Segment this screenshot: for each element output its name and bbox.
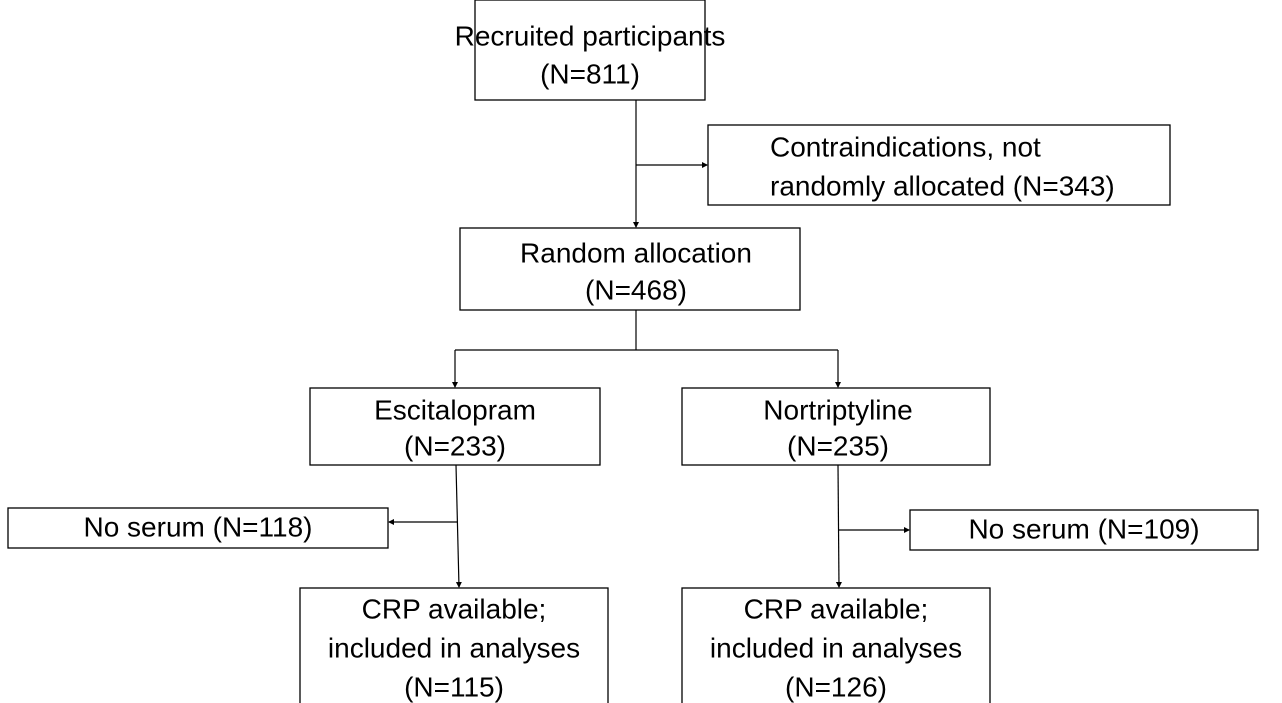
node-box: [459, 227, 801, 311]
connector: [455, 464, 462, 588]
node-text: randomly allocated (N=343): [770, 170, 1115, 201]
node-text: included in analyses: [328, 632, 580, 663]
node-text: (N=235): [787, 430, 889, 461]
node-text: (N=468): [585, 274, 687, 305]
node-text: No serum (N=118): [83, 511, 312, 542]
node-box: [681, 387, 991, 466]
node-box: [707, 124, 1171, 206]
node-box: [909, 509, 1259, 551]
connector: [835, 464, 842, 588]
connectors: [388, 100, 910, 588]
node-box: [474, 0, 706, 101]
node-box: [309, 387, 601, 466]
node-text: Nortriptyline: [763, 394, 912, 425]
node-text: Random allocation: [520, 237, 752, 268]
node-text: (N=126): [785, 671, 887, 702]
node-text: Contraindications, not: [770, 131, 1041, 162]
node-text: (N=233): [404, 430, 506, 461]
node-text: (N=115): [404, 671, 504, 702]
node-text: No serum (N=109): [968, 513, 1199, 544]
node-box: [7, 507, 389, 549]
node-box: [299, 587, 609, 703]
node-text: included in analyses: [710, 632, 962, 663]
node-text: CRP available;: [362, 593, 547, 624]
node-text: CRP available;: [744, 593, 929, 624]
node-box: [681, 587, 991, 703]
node-text: (N=811): [540, 58, 640, 89]
node-text: Recruited participants: [455, 20, 726, 51]
node-text: Escitalopram: [374, 394, 536, 425]
